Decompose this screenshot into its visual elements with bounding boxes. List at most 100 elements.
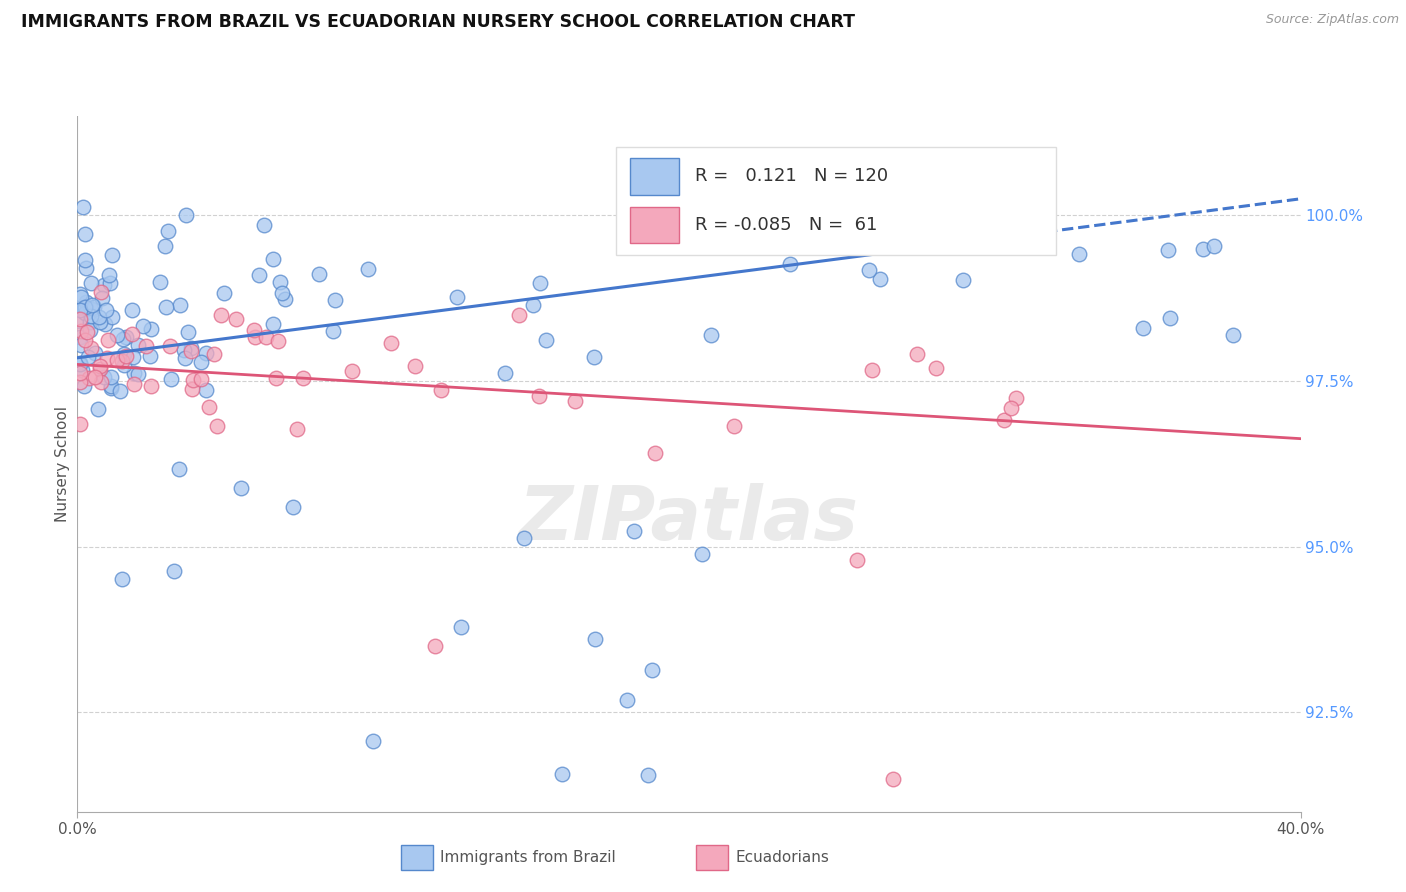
- Point: [73, 379, 96, 393]
- Text: Immigrants from Brazil: Immigrants from Brazil: [440, 850, 616, 864]
- Point: [173, 351, 195, 365]
- Point: [924, 361, 946, 376]
- Point: [69, 287, 91, 301]
- Point: [80, 341, 103, 355]
- Point: [157, 224, 180, 238]
- Point: [361, 733, 384, 747]
- Point: [101, 310, 124, 324]
- Point: [404, 359, 426, 373]
- Point: [112, 347, 135, 361]
- Text: R =   0.121   N = 120: R = 0.121 N = 120: [695, 168, 889, 186]
- Point: [83, 300, 105, 314]
- Point: [76, 325, 98, 339]
- Point: [80, 276, 103, 290]
- Point: [69, 314, 91, 328]
- Point: [1159, 310, 1181, 325]
- Point: [1069, 247, 1091, 261]
- Point: [90, 285, 112, 299]
- Point: [583, 350, 606, 364]
- Point: [637, 767, 659, 781]
- Point: [98, 268, 121, 283]
- Point: [69, 302, 91, 317]
- Point: [111, 332, 134, 346]
- Point: [87, 310, 110, 325]
- Point: [247, 268, 270, 283]
- Point: [139, 349, 162, 363]
- Point: [254, 330, 277, 344]
- Point: [281, 500, 304, 514]
- Point: [111, 354, 134, 368]
- Point: [159, 338, 181, 352]
- Point: [231, 481, 253, 495]
- Point: [340, 364, 363, 378]
- Point: [91, 291, 114, 305]
- Point: [100, 248, 122, 262]
- Point: [890, 228, 912, 243]
- Point: [508, 308, 530, 322]
- Point: [105, 327, 128, 342]
- Point: [139, 379, 162, 393]
- Point: [308, 268, 330, 282]
- Point: [322, 324, 344, 338]
- Point: [285, 422, 308, 436]
- Point: [845, 553, 868, 567]
- Point: [98, 277, 121, 291]
- Point: [89, 361, 111, 376]
- Point: [180, 341, 202, 355]
- Point: [127, 367, 149, 381]
- Point: [69, 375, 91, 389]
- Point: [122, 366, 145, 380]
- FancyBboxPatch shape: [616, 147, 1056, 255]
- Point: [1005, 391, 1028, 405]
- Point: [952, 273, 974, 287]
- Point: [93, 278, 115, 293]
- Point: [89, 359, 111, 373]
- Point: [779, 257, 801, 271]
- Point: [271, 286, 294, 301]
- Point: [522, 298, 544, 312]
- Point: [723, 419, 745, 434]
- Point: [89, 376, 111, 390]
- Point: [993, 413, 1015, 427]
- Point: [269, 275, 291, 289]
- Point: [135, 338, 157, 352]
- Point: [100, 370, 122, 384]
- Point: [75, 260, 97, 275]
- Point: [149, 275, 172, 289]
- Point: [69, 290, 91, 304]
- Point: [262, 252, 284, 267]
- Point: [163, 565, 186, 579]
- Point: [1157, 244, 1180, 258]
- Point: [243, 329, 266, 343]
- Point: [87, 402, 110, 417]
- Point: [79, 315, 101, 329]
- Text: IMMIGRANTS FROM BRAZIL VS ECUADORIAN NURSERY SCHOOL CORRELATION CHART: IMMIGRANTS FROM BRAZIL VS ECUADORIAN NUR…: [21, 13, 855, 31]
- Point: [527, 389, 550, 403]
- Point: [262, 318, 284, 332]
- Point: [69, 417, 91, 431]
- Point: [823, 233, 845, 247]
- Point: [167, 462, 190, 476]
- Point: [69, 330, 91, 344]
- Point: [194, 384, 217, 398]
- Point: [325, 293, 347, 308]
- Point: [205, 418, 228, 433]
- Point: [69, 311, 91, 326]
- Point: [357, 262, 380, 277]
- Point: [73, 306, 96, 320]
- Text: ZIPatlas: ZIPatlas: [519, 483, 859, 556]
- Point: [69, 357, 91, 371]
- Point: [97, 333, 120, 347]
- Point: [446, 290, 468, 304]
- Point: [1019, 220, 1042, 235]
- Point: [551, 766, 574, 780]
- Point: [69, 366, 91, 380]
- Point: [155, 238, 177, 252]
- Point: [212, 286, 235, 301]
- Point: [160, 371, 183, 385]
- Point: [73, 333, 96, 347]
- Point: [423, 639, 446, 653]
- Point: [79, 301, 101, 316]
- Point: [121, 350, 143, 364]
- Point: [534, 334, 557, 348]
